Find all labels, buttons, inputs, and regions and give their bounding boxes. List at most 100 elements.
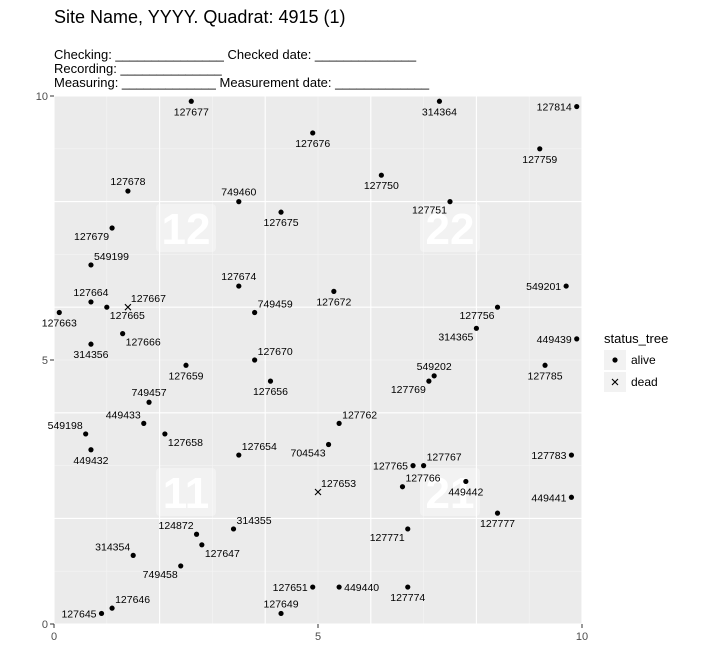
legend-dead-symbol (611, 378, 619, 386)
tree-tag-label: 127751 (412, 205, 447, 217)
tree-tag-label: 127658 (168, 437, 203, 449)
tree-tag-label: 449439 (537, 334, 572, 346)
legend-alive-symbol (612, 357, 618, 363)
chart-title: Site Name, YYYY. Quadrat: 4915 (1) (54, 7, 346, 27)
subquadrat-labels: 12 22 11 21 (156, 204, 480, 518)
tree-point-alive (410, 463, 416, 469)
axes: 0 5 10 0 5 10 (36, 91, 588, 643)
y-tick-label: 0 (42, 619, 48, 631)
legend-label-dead: dead (631, 375, 658, 389)
tree-point-alive (188, 98, 194, 104)
tree-tag-label: 449433 (106, 409, 141, 421)
tree-tag-label: 127766 (405, 473, 440, 485)
tree-point-alive (178, 563, 184, 569)
legend-label-alive: alive (631, 353, 656, 367)
tree-point-alive (421, 463, 427, 469)
tree-point-alive (426, 378, 432, 384)
tree-tag-label: 449441 (531, 492, 566, 504)
tree-tag-label: 127664 (73, 287, 108, 299)
x-tick-label: 0 (51, 631, 57, 643)
tree-point-alive (568, 452, 575, 458)
tree-tag-label: 749458 (143, 569, 178, 581)
measuring-line: Measuring: _____________ Measurement dat… (54, 75, 430, 90)
tree-point-alive (252, 309, 258, 316)
tree-tag-label: 127663 (42, 317, 77, 329)
tree-point-alive (378, 172, 384, 178)
tree-tag-label: 127646 (115, 594, 150, 606)
tree-tag-label: 314355 (237, 515, 272, 527)
tree-point-alive (537, 146, 543, 152)
subquadrat-label: 22 (426, 205, 475, 254)
tree-tag-label: 127656 (253, 386, 288, 398)
tree-tag-label: 449440 (344, 582, 379, 594)
tree-tag-label: 549198 (48, 420, 83, 432)
tree-tag-label: 449432 (73, 455, 108, 467)
tree-tag-label: 127762 (342, 409, 377, 421)
tree-point-alive (310, 584, 316, 590)
tree-point-dead (314, 488, 322, 496)
tree-tag-label: 127654 (242, 441, 277, 453)
tree-point-alive (405, 526, 411, 532)
tree-point-alive (463, 478, 469, 485)
tree-point-alive (542, 362, 548, 368)
tree-point-alive (278, 610, 284, 617)
tree-tag-label: 127675 (264, 217, 299, 229)
tree-point-alive (436, 98, 443, 104)
tree-point-alive (236, 452, 242, 458)
tree-tag-label: 127679 (74, 231, 109, 243)
grid-lines (53, 95, 583, 625)
tree-point-alive (236, 199, 242, 205)
tree-point-alive (88, 262, 94, 268)
tree-tag-label: 127645 (61, 608, 96, 620)
tree-point-alive (494, 304, 501, 310)
tree-point-alive (183, 362, 189, 368)
subquadrat-label: 11 (163, 469, 210, 518)
tree-tag-label: 127672 (316, 296, 351, 308)
subquadrat-label-box (156, 204, 216, 252)
tree-point-alive (405, 584, 411, 590)
tree-tag-label: 314364 (422, 106, 457, 118)
tree-point-alive (104, 304, 110, 310)
tree-tag-label: 127767 (427, 452, 462, 464)
tree-point-alive (125, 188, 131, 194)
legend-title: status_tree (604, 331, 668, 346)
tree-point-alive (325, 441, 332, 448)
tree-point-alive (141, 420, 147, 426)
tree-tag-label: 127653 (321, 478, 356, 490)
tree-point-alive (236, 283, 242, 289)
tree-point-alive (88, 341, 94, 347)
x-tick-label: 5 (315, 631, 321, 643)
tree-tag-label: 127759 (522, 154, 557, 166)
tree-point-alive (310, 130, 316, 136)
tree-tag-label: 127678 (110, 176, 145, 188)
tree-tag-label: 127750 (364, 180, 399, 192)
tree-points: 127677 314364 127814 127676 127759 127750 1276… (42, 98, 580, 620)
tree-tag-label: 127814 (537, 102, 572, 114)
tree-point-alive (563, 283, 569, 289)
checking-line: Checking: _______________ Checked date: … (54, 47, 417, 62)
tree-tag-label: 749457 (132, 387, 167, 399)
subquadrat-label: 21 (426, 469, 475, 518)
tree-point-alive (447, 199, 453, 205)
tree-point-alive (88, 447, 94, 453)
tree-tag-label: 127670 (258, 346, 293, 358)
tree-point-alive (336, 584, 342, 590)
y-tick-label: 5 (42, 355, 48, 367)
tree-tag-label: 127674 (221, 271, 256, 283)
tree-tag-label: 127765 (373, 461, 408, 473)
tree-point-alive (109, 605, 115, 611)
tree-point-alive (494, 510, 501, 516)
tree-tag-label: 127676 (295, 138, 330, 150)
recording-line: Recording: ______________ (54, 61, 222, 76)
tree-tag-label: 704543 (291, 447, 326, 459)
tree-point-alive (574, 103, 580, 110)
tree-point-alive (98, 610, 105, 617)
tree-point-alive (431, 373, 437, 379)
tree-point-alive (336, 420, 342, 426)
tree-tag-label: 314365 (438, 331, 473, 343)
tree-tag-label: 127771 (370, 532, 405, 544)
tree-point-alive (88, 299, 94, 305)
tree-tag-label: 127777 (480, 518, 515, 530)
tree-point-alive (130, 552, 136, 558)
tree-tag-label: 549201 (526, 281, 561, 293)
